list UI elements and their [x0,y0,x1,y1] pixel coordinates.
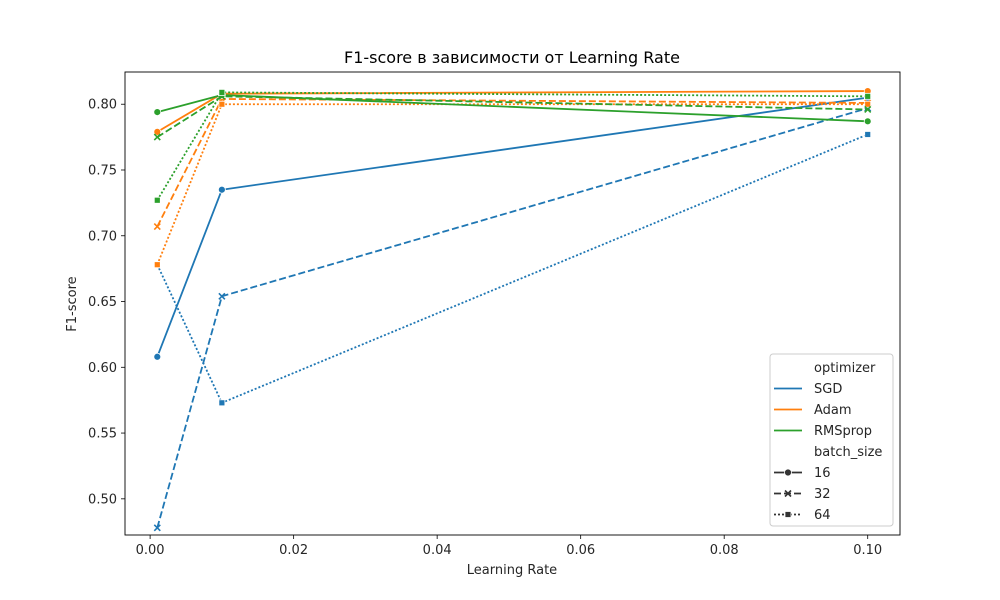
legend-label: 32 [814,487,831,502]
x-tick-label: 0.02 [279,543,308,558]
data-point-stroke-b [153,222,161,231]
legend-box [769,353,894,527]
y-axis-title: F1-score [65,276,80,331]
y-tick-label: 0.65 [88,295,117,310]
x-tick-label: 0.10 [853,543,882,558]
data-point-stroke-b [864,105,872,114]
legend-marker [784,489,792,498]
data-point [864,92,872,100]
legend-label: Adam [814,403,852,418]
axes-frame [124,71,901,536]
series-layer [153,87,872,532]
x-tick-label: 0.06 [566,543,595,558]
data-point [863,117,872,126]
data-point [153,222,161,231]
data-point [864,100,872,108]
legend-item-batch-64: 64 [774,508,831,523]
x-axis-title: Learning Rate [467,563,557,578]
data-point [218,100,226,108]
data-point [217,185,226,194]
legend-item-adam: Adam [774,403,852,418]
legend-label: 16 [814,466,831,481]
legend-label: RMSprop [814,424,872,439]
data-point [153,127,162,136]
data-point [153,196,161,204]
legend-marker-stroke-b [784,489,792,498]
x-tick-label: 0.08 [710,543,739,558]
data-point [153,352,162,361]
series-rmsprop-64 [153,88,872,204]
data-point [864,131,872,138]
legend-item-rmsprop: RMSprop [774,424,872,439]
y-tick-label: 0.75 [88,163,117,178]
data-point [153,524,161,532]
legend: optimizer SGD Adam RMSprop batch_size 16 32 64 [769,353,894,527]
y-tick-label: 0.55 [88,427,117,442]
x-tick-label: 0.00 [136,543,165,558]
axes-layer: 0.00 0.02 0.04 0.06 0.08 0.10 0.50 0.55 0.60 0.65… [88,71,901,558]
legend-hue-title: optimizer [814,361,876,376]
y-tick-label: 0.60 [88,361,117,376]
data-point [218,399,226,407]
y-tick-label: 0.70 [88,229,117,244]
legend-label: SGD [814,382,842,397]
data-point [864,105,872,114]
legend-label: 64 [814,508,831,523]
series-adam-64 [153,100,872,269]
data-point [218,88,226,96]
data-point [153,261,161,269]
legend-style-title: batch_size [814,445,882,460]
chart-title: F1-score в зависимости от Learning Rate [344,48,680,67]
data-point-stroke-b [153,133,161,141]
data-point [218,292,226,300]
legend-item-batch-16: 16 [774,466,831,481]
y-tick-label: 0.50 [88,492,117,507]
data-point [153,133,161,141]
data-point-stroke-b [218,292,226,300]
data-point [153,108,162,117]
legend-marker [784,468,792,477]
legend-marker [784,511,792,518]
data-point-stroke-b [153,524,161,532]
legend-item-batch-32: 32 [774,487,831,502]
x-tick-label: 0.04 [423,543,452,558]
y-tick-label: 0.80 [88,98,117,113]
legend-item-sgd: SGD [774,382,842,397]
